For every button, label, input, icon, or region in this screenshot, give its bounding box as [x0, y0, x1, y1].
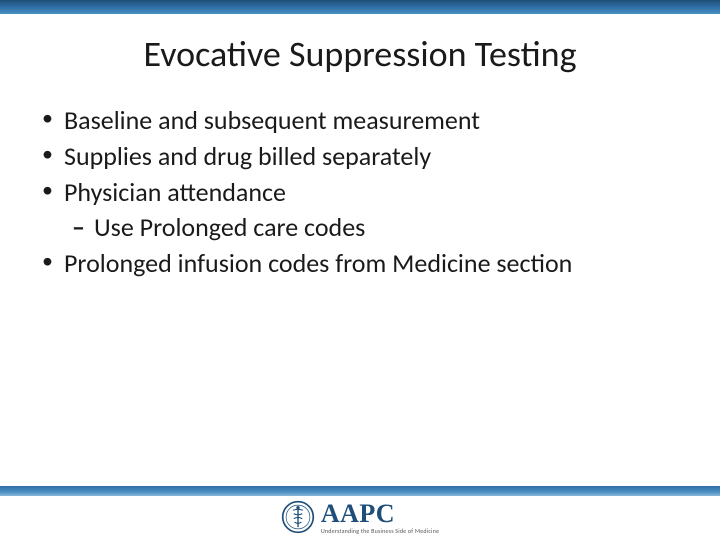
slide-body: Baseline and subsequent measurement Supp…	[0, 104, 720, 486]
bullet-item: Supplies and drug billed separately	[36, 140, 684, 174]
sub-bullet-list: Use Prolonged care codes	[64, 211, 684, 245]
footer-accent-bar	[0, 486, 720, 496]
bullet-item: Physician attendance Use Prolonged care …	[36, 176, 684, 246]
slide-title: Evocative Suppression Testing	[0, 32, 720, 76]
bullet-text: Baseline and subsequent measurement	[64, 104, 480, 136]
aapc-logo: AAPC Understanding the Business Side of …	[281, 500, 439, 534]
bullet-item: Prolonged infusion codes from Medicine s…	[36, 247, 684, 281]
slide: Evocative Suppression Testing Baseline a…	[0, 0, 720, 540]
sub-bullet-item: Use Prolonged care codes	[64, 211, 684, 245]
logo-text-block: AAPC Understanding the Business Side of …	[321, 501, 439, 534]
bullet-text: Physician attendance	[64, 176, 286, 208]
bullet-list: Baseline and subsequent measurement Supp…	[36, 104, 684, 281]
logo-tagline: Understanding the Business Side of Medic…	[321, 528, 439, 534]
logo-acronym: AAPC	[321, 501, 439, 527]
bullet-item: Baseline and subsequent measurement	[36, 104, 684, 138]
bullet-text: Supplies and drug billed separately	[64, 140, 431, 172]
caduceus-icon	[281, 500, 315, 534]
footer-bar: AAPC Understanding the Business Side of …	[0, 486, 720, 540]
sub-bullet-text: Use Prolonged care codes	[94, 211, 365, 243]
bullet-text: Prolonged infusion codes from Medicine s…	[64, 247, 572, 279]
top-accent-bar	[0, 0, 720, 14]
